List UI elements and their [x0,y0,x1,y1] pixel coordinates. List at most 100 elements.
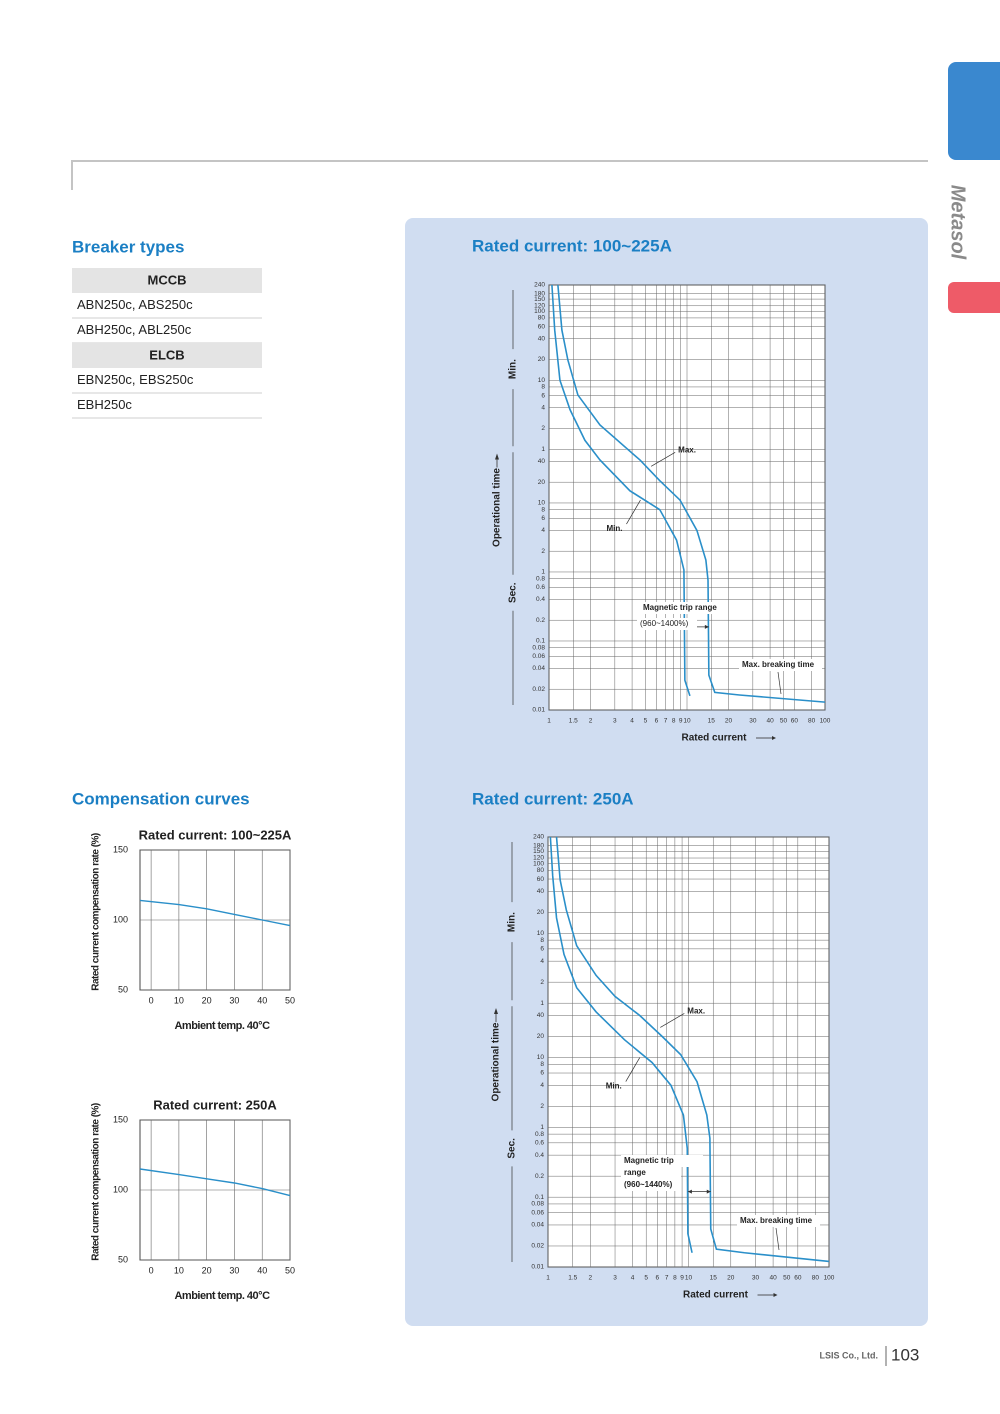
x-tick-label: 10 [174,995,184,1005]
curve [555,836,830,1263]
side-tab [948,62,1000,160]
y-tick-label: 2 [541,548,545,555]
leader [625,1057,641,1082]
x-axis-label: Ambient temp. 40°C [174,1020,270,1032]
x-tick-label: 50 [780,718,788,725]
series-label: Max. [678,445,696,454]
table-cell: ABH250c, ABL250c [77,322,192,337]
y-tick-label: 4 [540,1082,544,1089]
y-axis-label: Rated current compensation rate (%) [91,1103,102,1261]
x-tick-label: 50 [285,1265,295,1275]
x-tick-label: 40 [257,1265,267,1275]
y-tick-label: 0.8 [535,1131,544,1138]
y-tick-label: 6 [541,392,545,399]
y-section-label: Min. [507,912,518,932]
y-tick-label: 4 [541,404,545,411]
x-tick-label: 4 [631,1275,635,1282]
table-header: MCCB [148,272,187,287]
x-tick-label: 50 [285,995,295,1005]
annotation: (960~1440%) [624,1180,673,1189]
x-tick-label: 50 [783,1275,791,1282]
y-tick-label: 0.8 [536,575,545,582]
annotation: Magnetic trip range [643,603,717,612]
y-tick-label: 0.04 [531,1222,544,1229]
y-tick-label: 50 [118,984,128,994]
series-label: Min. [606,1082,622,1091]
y-tick-label: 150 [113,844,128,854]
x-tick-label: 5 [644,718,648,725]
label-bg [621,1179,681,1191]
y-axis-label: Operational time [492,468,503,547]
y-tick-label: 50 [118,1254,128,1264]
x-tick-label: 100 [820,718,831,725]
y-tick-label: 0.4 [535,1152,544,1159]
y-tick-label: 8 [541,506,545,513]
x-tick-label: 60 [794,1275,802,1282]
chart-title: Rated current: 100~225A [139,827,292,842]
series-label: Max. [687,1007,705,1016]
chart-title: Rated current: 250A [472,789,634,808]
y-tick-label: 100 [113,1184,128,1194]
y-tick-label: 40 [537,888,545,895]
curve [139,1168,291,1197]
y-tick-label: 40 [538,335,546,342]
y-tick-label: 10 [538,377,546,384]
x-tick-label: 8 [673,1275,677,1282]
x-tick-label: 15 [710,1275,718,1282]
x-tick-label: 9 [679,718,683,725]
annotation: range [624,1168,646,1177]
y-tick-label: 8 [540,937,544,944]
y-tick-label: 240 [533,834,544,841]
breaker-table: MCCB ABN250c, ABS250c ABH250c, ABL250c ELCB… [72,268,262,419]
side-tab [948,282,1000,313]
y-tick-label: 150 [534,296,545,303]
y-tick-label: 2 [540,1103,544,1110]
y-tick-label: 0.01 [532,707,545,714]
x-tick-label: 7 [665,1275,669,1282]
y-tick-label: 6 [541,515,545,522]
y-tick-label: 1 [541,446,545,453]
y-tick-label: 120 [533,855,544,862]
y-tick-label: 0.02 [532,686,545,693]
y-tick-label: 2 [540,979,544,986]
leader [775,1227,780,1251]
y-tick-label: 2 [541,425,545,432]
frame-line [71,160,928,190]
section-title: Compensation curves [72,789,250,808]
arrow-head [773,1293,778,1297]
y-tick-label: 0.01 [531,1264,544,1271]
x-tick-label: 60 [791,718,799,725]
label-bg [621,1155,703,1167]
x-tick-label: 30 [229,1265,239,1275]
label-bg [739,659,822,671]
x-tick-label: 30 [229,995,239,1005]
series-label: Min. [606,524,622,533]
y-tick-label: 240 [534,282,545,289]
company: LSIS Co., Ltd. [820,1350,879,1360]
table-cell: ABN250c, ABS250c [77,297,193,312]
y-tick-label: 150 [533,848,544,855]
y-tick-label: 60 [537,876,545,883]
x-tick-label: 40 [766,718,774,725]
y-tick-label: 80 [538,315,546,322]
y-tick-label: 6 [540,1070,544,1077]
x-tick-label: 3 [613,718,617,725]
y-axis-label: Rated current compensation rate (%) [91,833,102,991]
y-tick-label: 8 [541,384,545,391]
x-tick-label: 2 [589,718,593,725]
y-tick-label: 0.08 [531,1201,544,1208]
x-tick-label: 15 [708,718,716,725]
x-tick-label: 40 [257,995,267,1005]
x-axis-label: Rated current [681,733,747,744]
y-tick-label: 180 [533,842,544,849]
y-tick-label: 10 [538,500,546,507]
chart-title: Rated current: 250A [153,1097,277,1112]
y-tick-label: 0.6 [536,584,545,591]
x-tick-label: 30 [752,1275,760,1282]
label-bg [640,602,722,614]
y-section-label: Sec. [507,1138,518,1159]
y-tick-label: 8 [540,1061,544,1068]
annotation: Magnetic trip [624,1156,674,1165]
leader [626,499,641,525]
